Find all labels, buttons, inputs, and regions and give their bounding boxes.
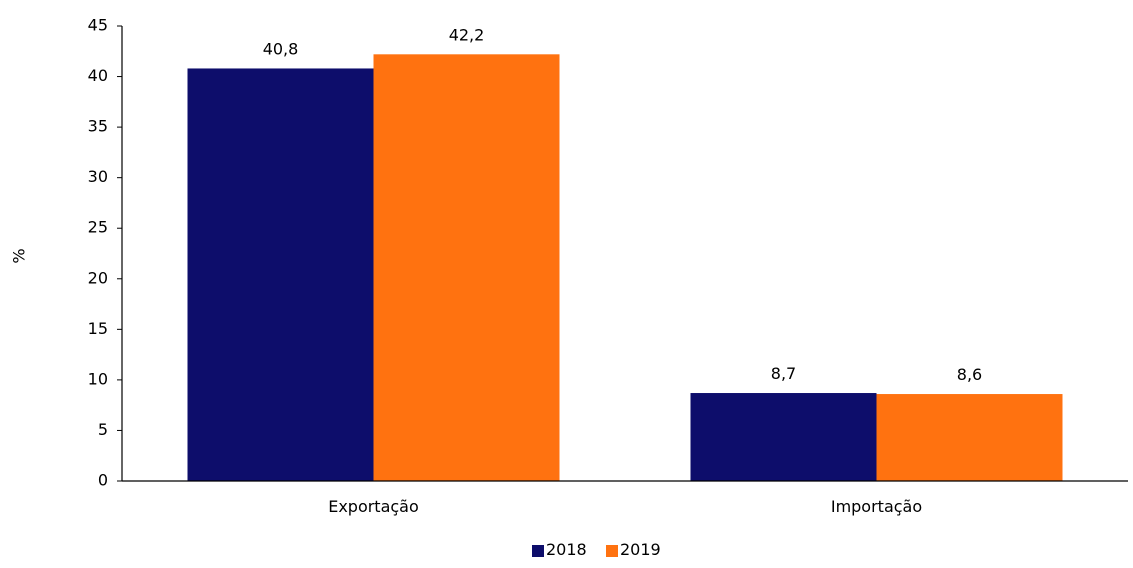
bars xyxy=(187,54,1063,482)
value-labels: 40,8 42,2 8,7 8,6 xyxy=(263,25,983,384)
x-category-label: Importação xyxy=(831,497,922,516)
y-tick-label: 40 xyxy=(88,66,108,85)
axes xyxy=(121,26,1128,482)
y-axis-title: % xyxy=(10,248,29,263)
legend: 2018 2019 xyxy=(532,540,661,559)
category-labels: Exportação Importação xyxy=(328,497,922,516)
legend-label-2019: 2019 xyxy=(620,540,661,559)
y-tick-label: 15 xyxy=(88,319,108,338)
bar-2019-importacao xyxy=(876,394,1063,481)
bar-2019-exportacao xyxy=(373,54,560,482)
data-label: 8,7 xyxy=(771,364,796,383)
legend-swatch-2019 xyxy=(606,545,618,557)
y-tick-label: 30 xyxy=(88,167,108,186)
data-label: 42,2 xyxy=(449,25,485,44)
y-tick-label: 10 xyxy=(88,369,108,388)
y-tick-label: 25 xyxy=(88,218,108,237)
y-axis-ticks: 0 5 10 15 20 25 30 35 40 45 xyxy=(88,16,122,490)
legend-swatch-2018 xyxy=(532,545,544,557)
legend-label-2018: 2018 xyxy=(546,540,587,559)
data-label: 8,6 xyxy=(957,365,982,384)
y-tick-label: 45 xyxy=(88,16,108,35)
x-category-label: Exportação xyxy=(328,497,419,516)
bar-2018-importacao xyxy=(690,393,877,481)
y-tick-label: 0 xyxy=(98,471,108,490)
y-tick-label: 35 xyxy=(88,117,108,136)
data-label: 40,8 xyxy=(263,39,299,58)
y-tick-label: 5 xyxy=(98,420,108,439)
y-tick-label: 20 xyxy=(88,268,108,287)
bar-2018-exportacao xyxy=(187,68,374,481)
